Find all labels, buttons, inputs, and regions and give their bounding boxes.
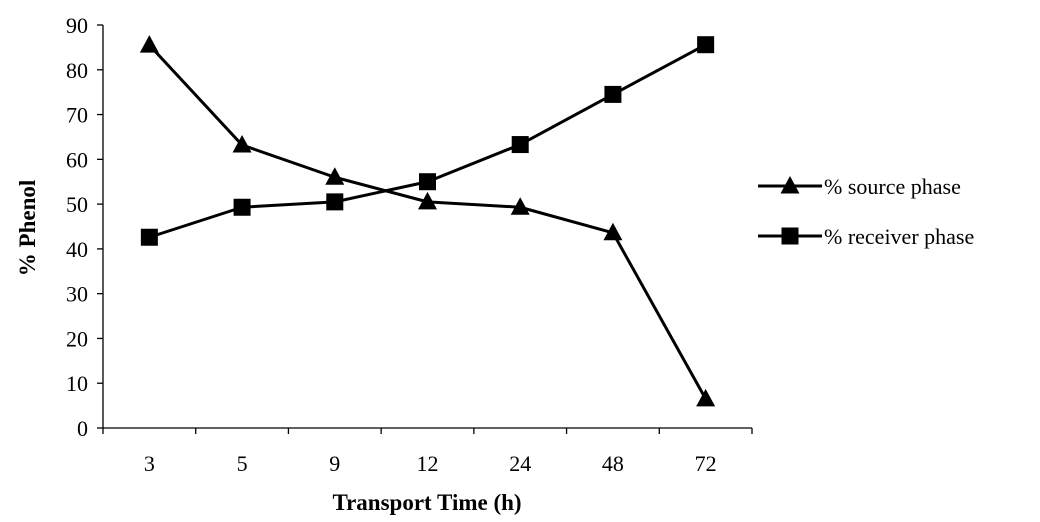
x-tick-label: 9	[329, 451, 340, 476]
y-axis-title: % Phenol	[15, 180, 40, 276]
x-axis-title: Transport Time (h)	[332, 490, 521, 515]
source-phase-point	[418, 191, 437, 210]
y-tick-label: 80	[66, 58, 88, 83]
legend-item-source-phase: % source phase	[758, 174, 961, 199]
legend: % source phase % receiver phase	[758, 174, 974, 249]
y-tick-label: 90	[66, 13, 88, 38]
source-phase-line	[148, 44, 707, 400]
receiver-phase-point	[697, 36, 715, 54]
receiver-phase-point	[326, 193, 344, 211]
y-tick-label: 50	[66, 192, 88, 217]
y-tick-label: 20	[66, 326, 88, 351]
legend-marker-square-icon	[781, 227, 799, 245]
receiver-phase-point	[140, 228, 158, 246]
y-tick-label: 70	[66, 103, 88, 128]
y-tick-label: 60	[66, 147, 88, 172]
x-tick-label: 12	[417, 451, 439, 476]
legend-label: % source phase	[824, 174, 961, 199]
source-phase-point	[139, 35, 159, 53]
y-tick-label: 30	[66, 282, 88, 307]
axes: 0 10 20 30 40 50 60 70 80 90 3 5 9 12 24 48 72	[66, 13, 753, 476]
source-phase-point	[603, 222, 623, 241]
y-tick-label: 40	[66, 237, 88, 262]
x-tick-label: 3	[144, 451, 155, 476]
series-markers	[139, 35, 716, 407]
x-tick-label: 72	[695, 451, 717, 476]
source-phase-point	[696, 388, 716, 407]
x-tick-label: 5	[237, 451, 248, 476]
x-tick-label: 48	[602, 451, 624, 476]
y-tick-label: 0	[77, 416, 88, 441]
source-phase-point	[232, 135, 252, 153]
legend-marker-triangle-icon	[780, 176, 800, 194]
receiver-phase-point	[419, 173, 436, 191]
receiver-phase-point	[511, 136, 529, 154]
x-tick-label: 24	[509, 451, 531, 476]
legend-label: % receiver phase	[824, 224, 974, 249]
series-lines	[148, 43, 707, 400]
source-phase-point	[325, 167, 345, 185]
receiver-phase-point	[233, 198, 251, 216]
legend-item-receiver-phase: % receiver phase	[758, 224, 974, 249]
y-tick-label: 10	[66, 371, 88, 396]
receiver-phase-point	[604, 85, 622, 103]
source-phase-point	[510, 197, 530, 215]
